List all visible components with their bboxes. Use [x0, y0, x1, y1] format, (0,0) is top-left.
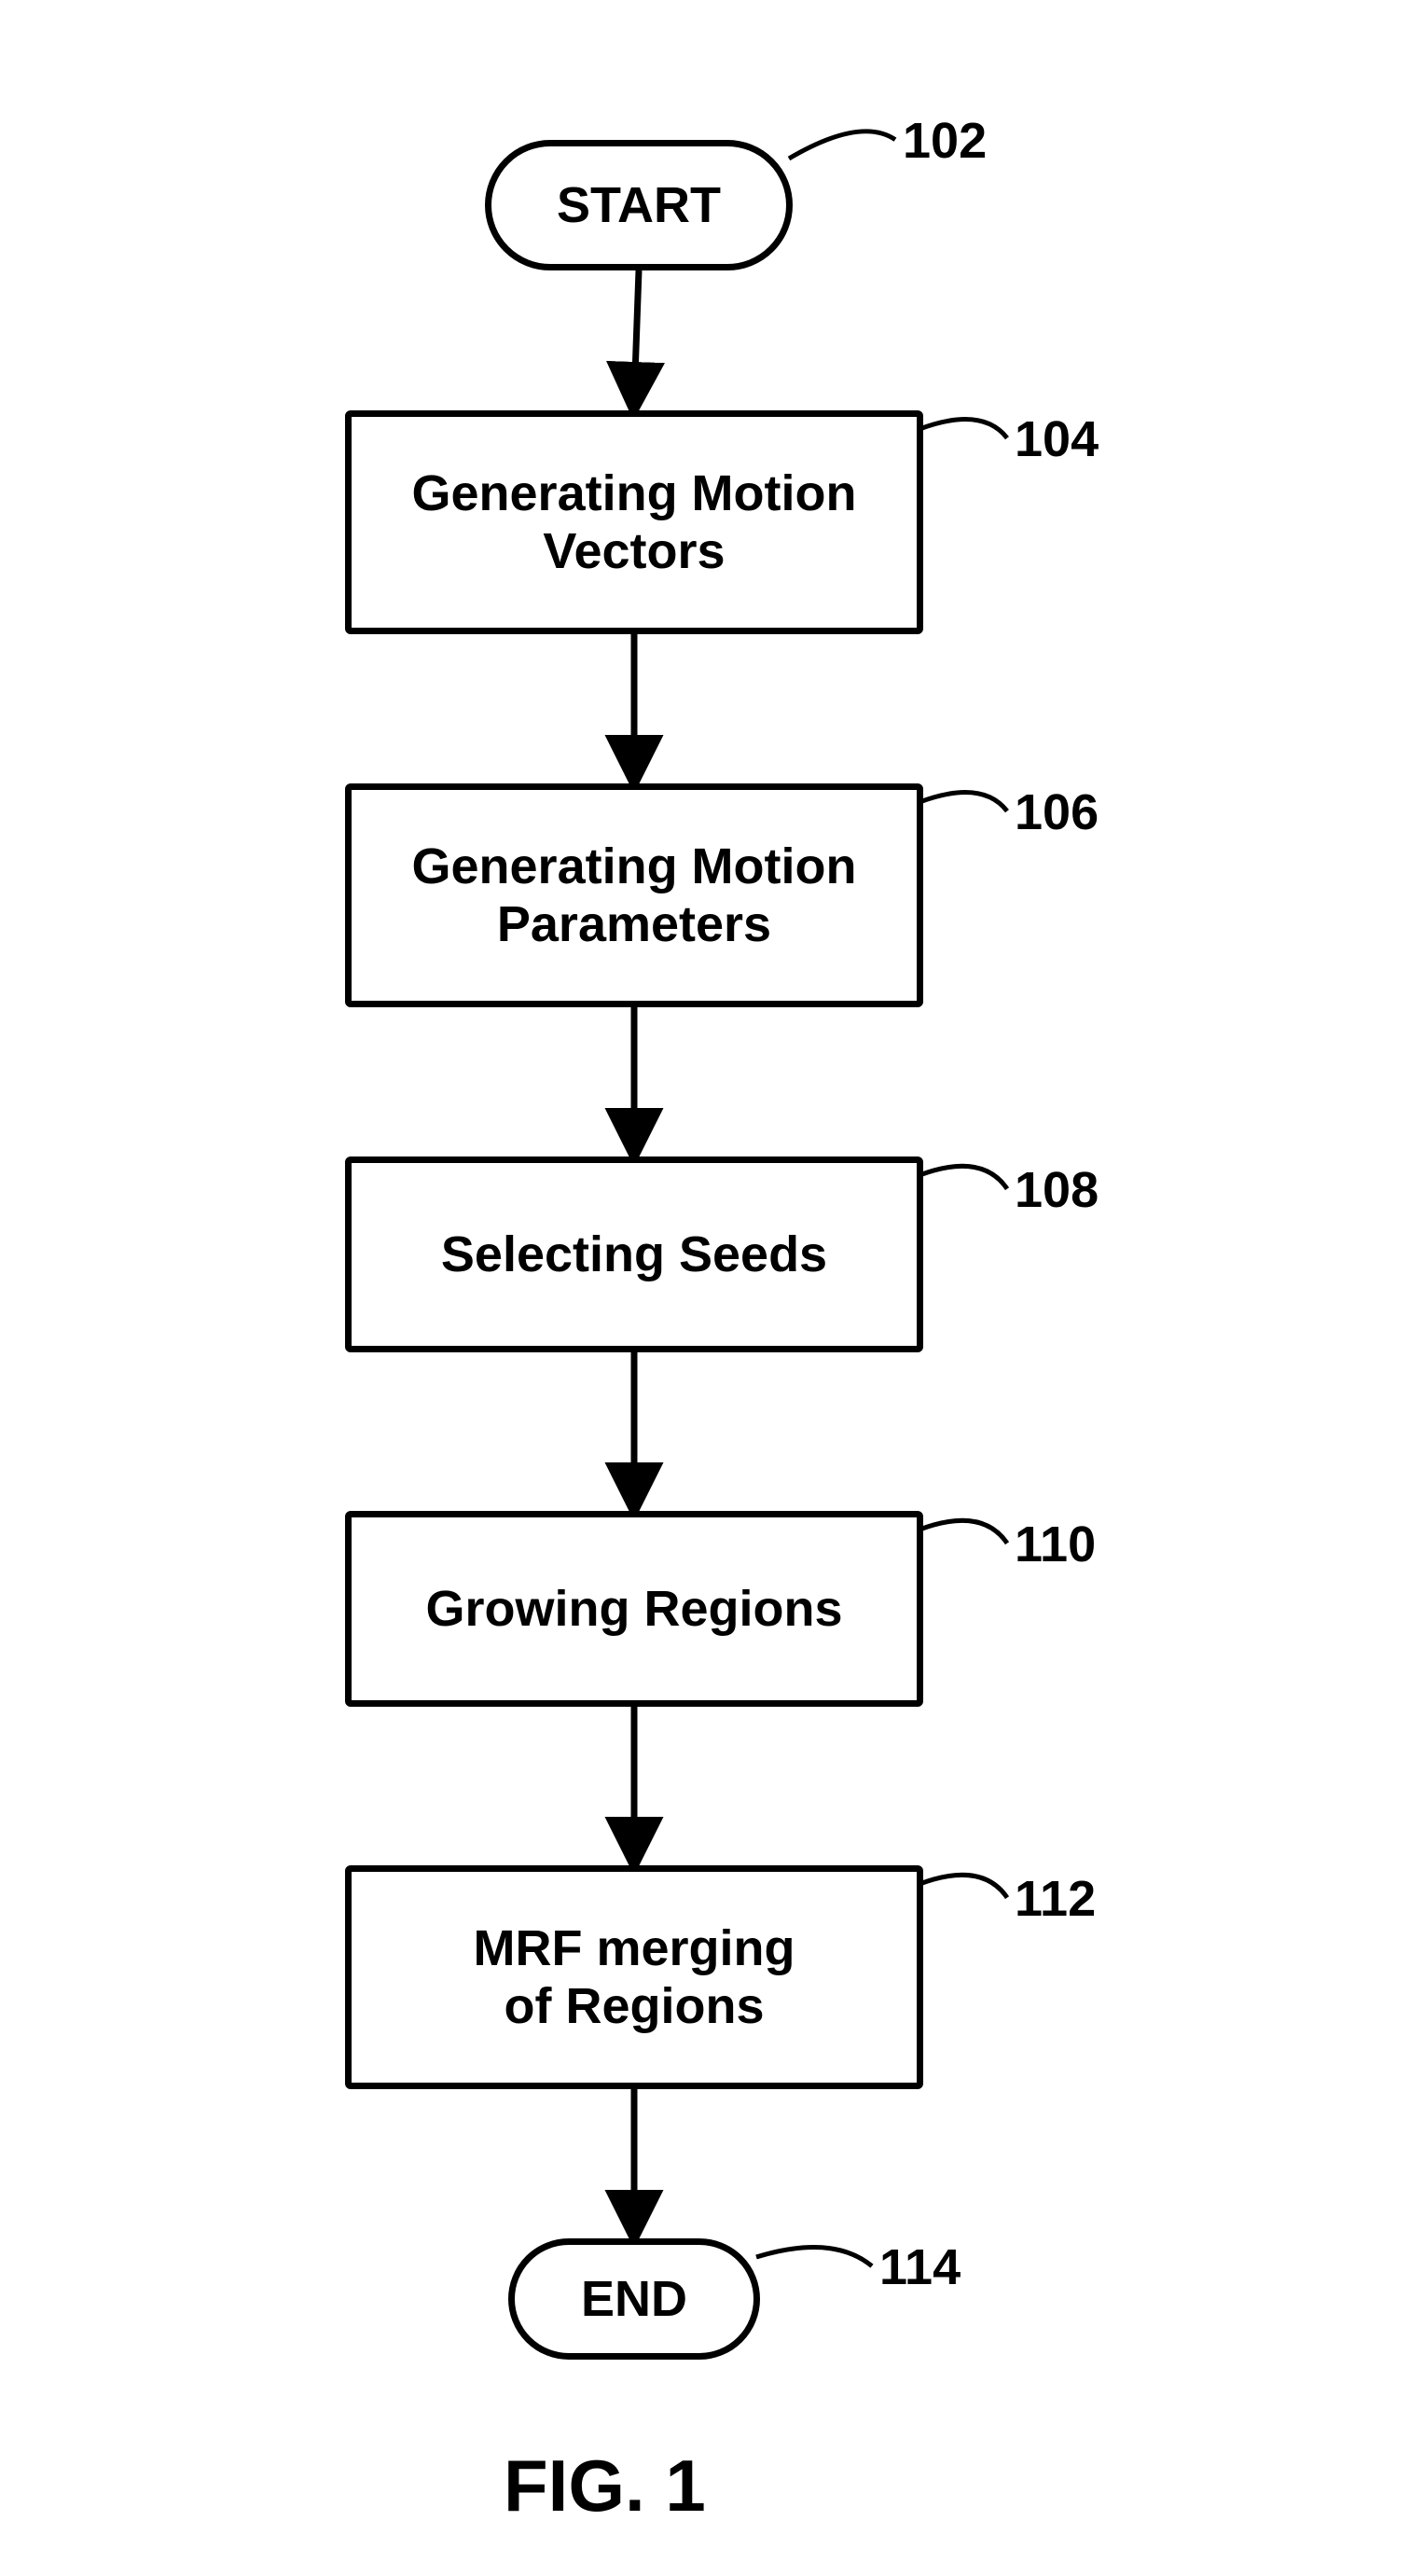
reference-label-114: 114 [879, 2238, 961, 2296]
flowchart-canvas: START Generating Motion Vectors Generating… [0, 0, 1410, 2576]
reference-label-110: 110 [1015, 1516, 1096, 1573]
leader-line [919, 1875, 1007, 1897]
flowchart-node-label: END [564, 2270, 704, 2328]
flowchart-node-label: Generating Motion Vectors [395, 464, 874, 580]
flowchart-node-n110: Growing Regions [345, 1511, 923, 1707]
flowchart-node-n104: Generating Motion Vectors [345, 410, 923, 634]
flowchart-node-label: Generating Motion Parameters [395, 838, 874, 953]
flowchart-node-label: Growing Regions [408, 1580, 859, 1638]
leader-line [919, 793, 1007, 811]
reference-label-102: 102 [903, 112, 987, 170]
flowchart-node-start: START [485, 140, 793, 270]
flowchart-node-label: Selecting Seeds [424, 1226, 844, 1283]
flowchart-node-label: MRF merging of Regions [457, 1919, 812, 2035]
flowchart-node-n106: Generating Motion Parameters [345, 783, 923, 1007]
flowchart-edge [634, 270, 639, 401]
flowchart-node-end: END [508, 2238, 760, 2360]
reference-label-108: 108 [1015, 1161, 1099, 1219]
leader-line [919, 420, 1007, 438]
flowchart-node-label: START [540, 176, 738, 234]
figure-caption: FIG. 1 [504, 2444, 706, 2528]
leader-line [919, 1520, 1007, 1543]
flowchart-node-n112: MRF merging of Regions [345, 1865, 923, 2089]
reference-label-106: 106 [1015, 783, 1099, 841]
reference-label-104: 104 [1015, 410, 1099, 468]
leader-line [919, 1166, 1007, 1188]
leader-line [789, 132, 895, 159]
reference-label-112: 112 [1015, 1870, 1096, 1928]
flowchart-node-n108: Selecting Seeds [345, 1156, 923, 1352]
leader-line [756, 2248, 872, 2266]
